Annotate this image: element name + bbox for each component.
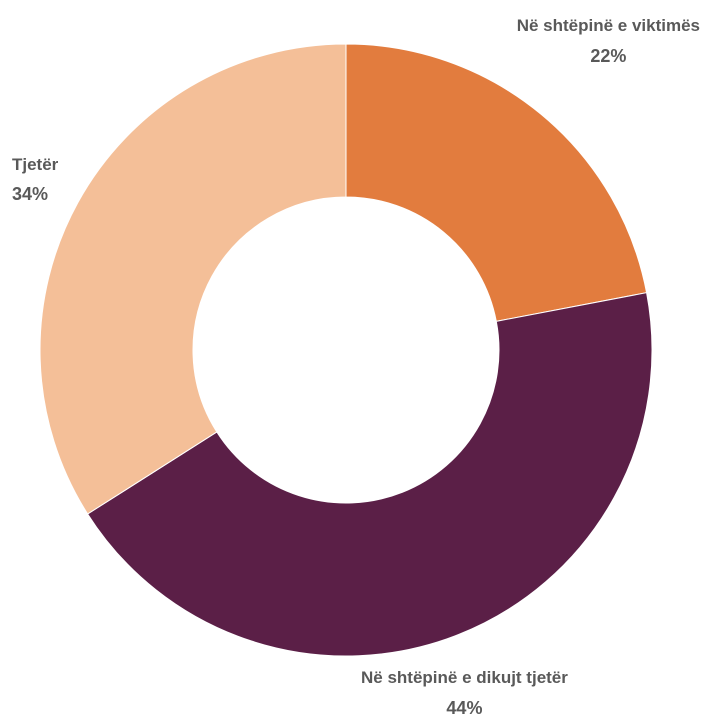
slice-category-label: Në shtëpinë e dikujt tjetër bbox=[361, 668, 568, 687]
donut-slice-2 bbox=[39, 43, 347, 515]
donut-slice-0 bbox=[345, 43, 648, 322]
slice-category-label: Tjetër bbox=[12, 155, 59, 174]
slice-percent-label: 34% bbox=[12, 184, 49, 204]
slice-label-victim-home: Në shtëpinë e viktimës 22% bbox=[517, 16, 700, 67]
slice-category-label: Në shtëpinë e viktimës bbox=[516, 16, 700, 35]
slice-label-someone-else-home: Në shtëpinë e dikujt tjetër 44% bbox=[361, 668, 568, 719]
slice-percent-label: 22% bbox=[590, 46, 627, 66]
slice-percent-label: 44% bbox=[446, 698, 483, 718]
donut-slice-1 bbox=[86, 292, 653, 657]
slice-label-other: Tjetër 34% bbox=[12, 155, 58, 205]
